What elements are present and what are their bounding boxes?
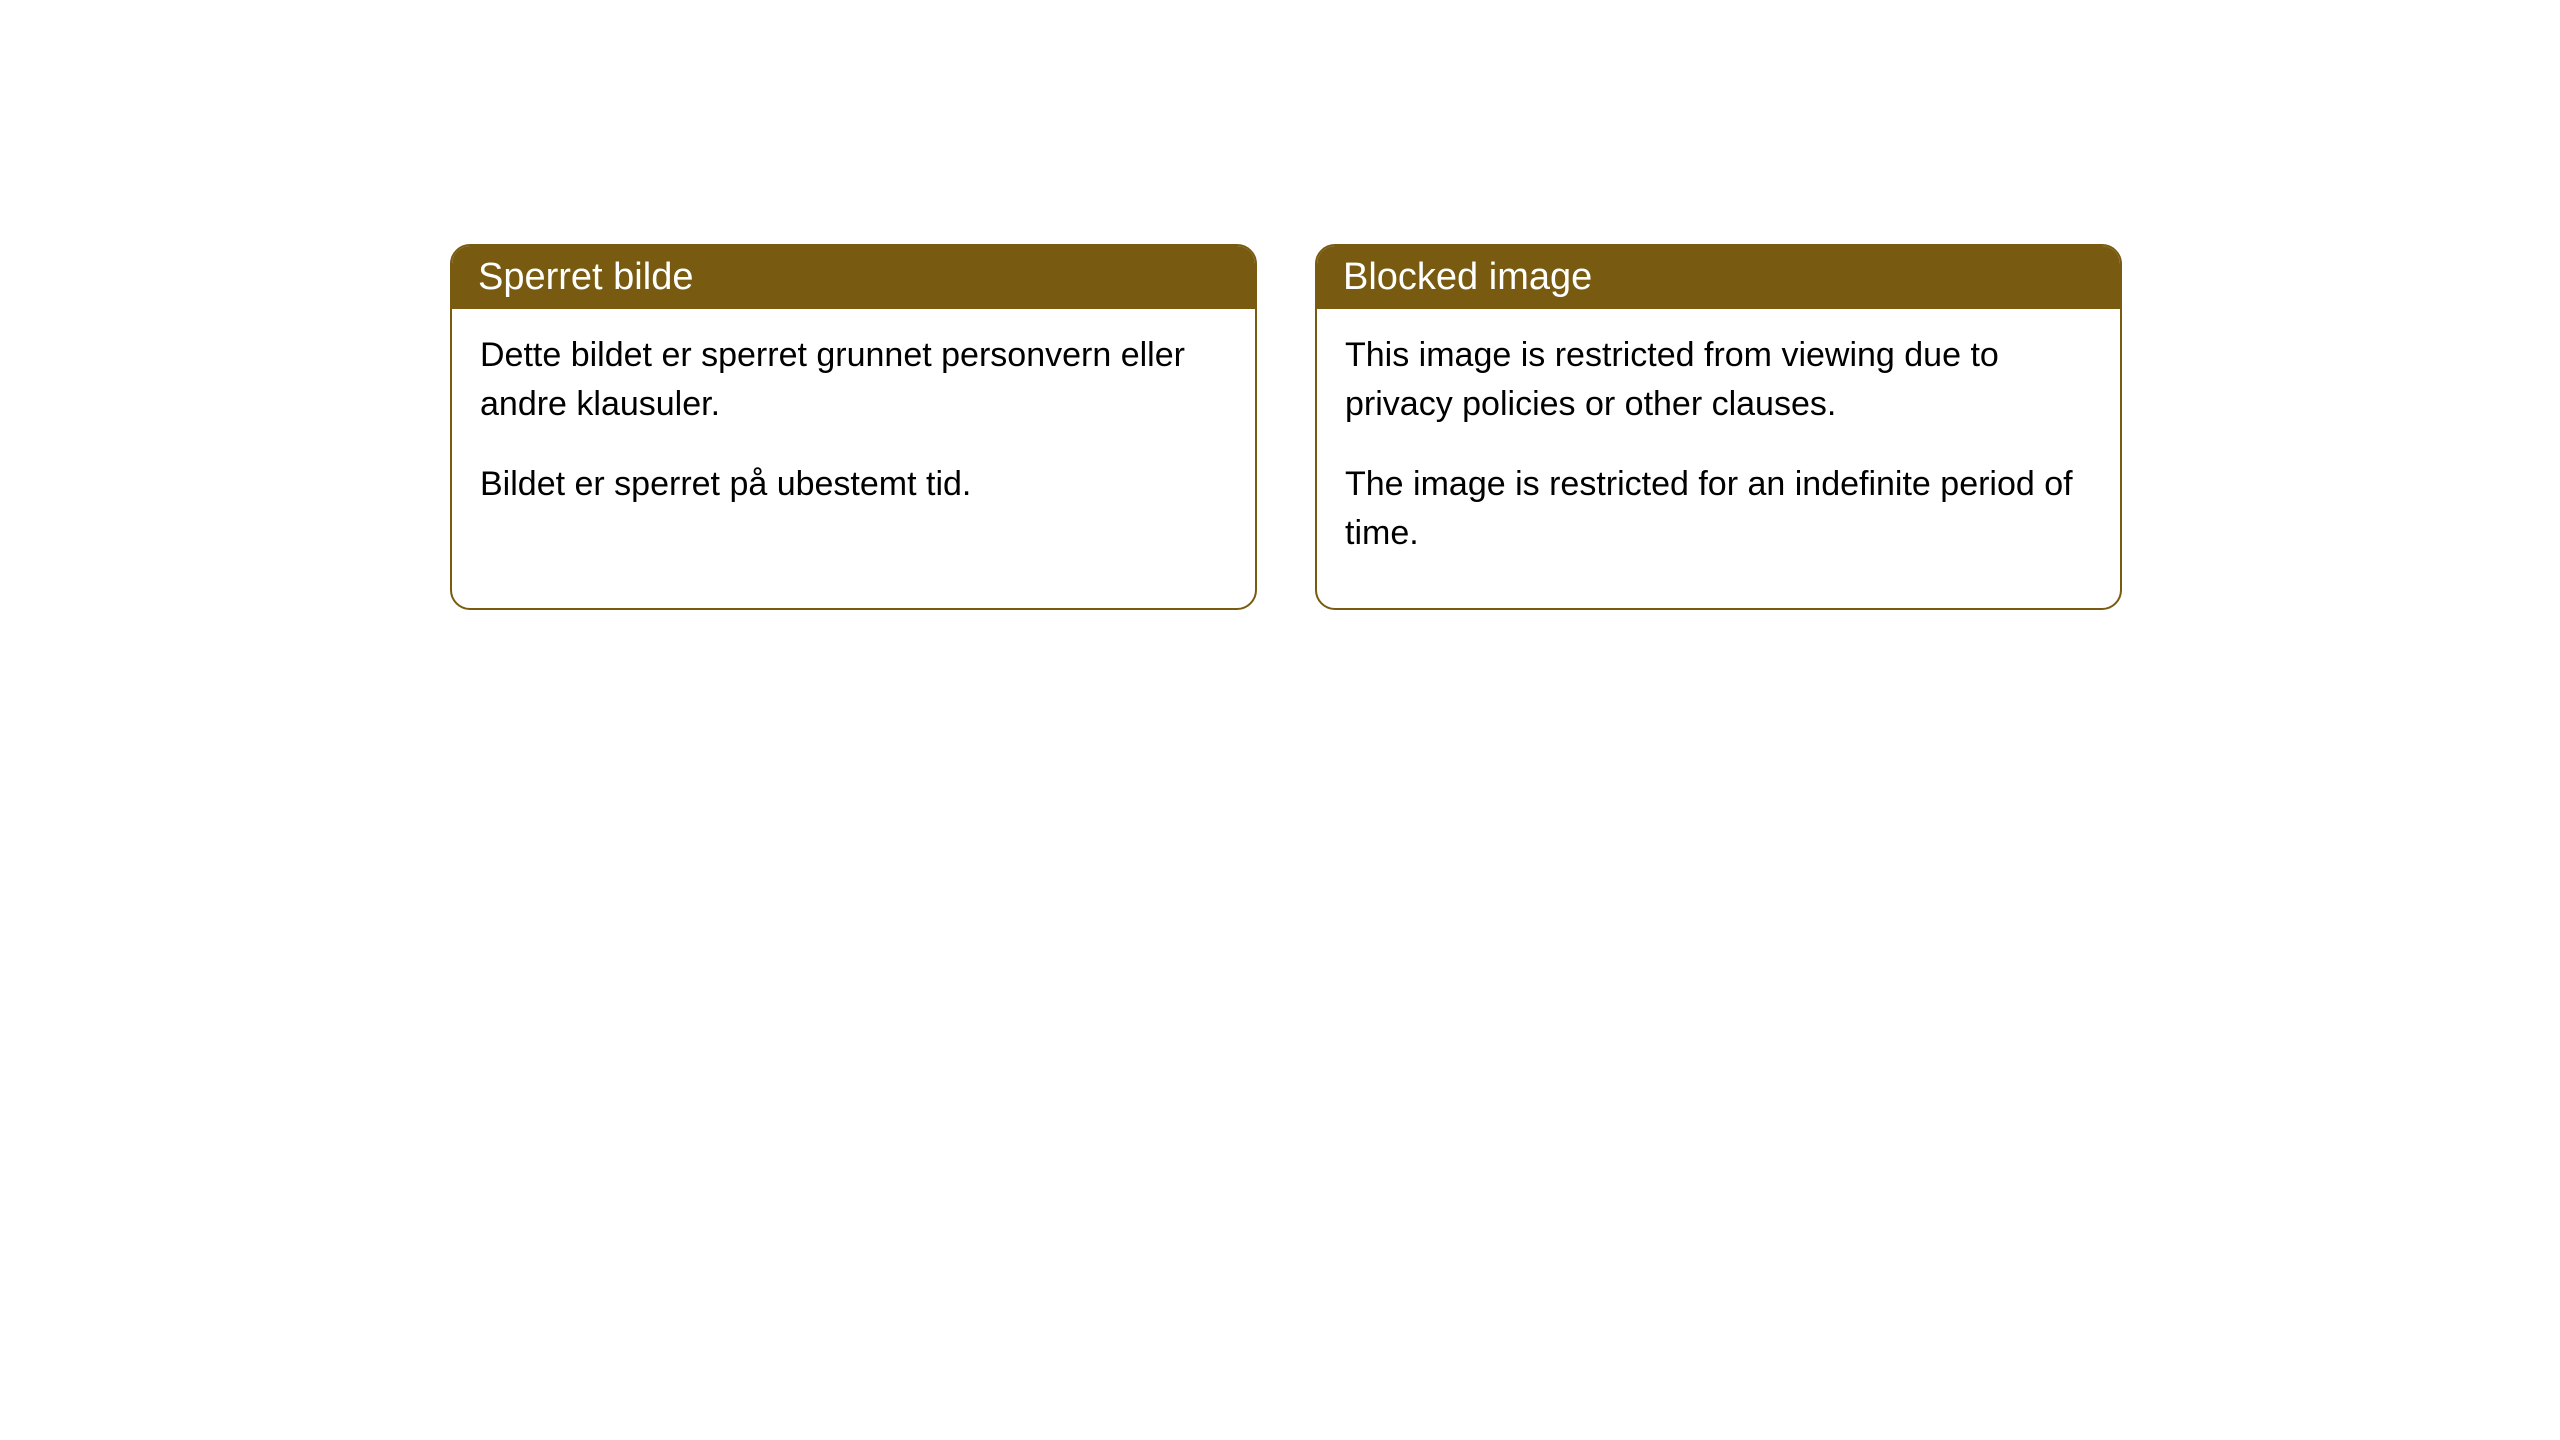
card-paragraph: Bildet er sperret på ubestemt tid.	[480, 460, 1227, 509]
card-paragraph: The image is restricted for an indefinit…	[1345, 460, 2092, 559]
notice-card-english: Blocked image This image is restricted f…	[1315, 244, 2122, 610]
notice-card-norwegian: Sperret bilde Dette bildet er sperret gr…	[450, 244, 1257, 610]
card-body: This image is restricted from viewing du…	[1317, 309, 2120, 608]
card-header: Sperret bilde	[452, 246, 1255, 309]
card-paragraph: Dette bildet er sperret grunnet personve…	[480, 331, 1227, 430]
card-title: Blocked image	[1343, 256, 1592, 298]
card-paragraph: This image is restricted from viewing du…	[1345, 331, 2092, 430]
card-body: Dette bildet er sperret grunnet personve…	[452, 309, 1255, 559]
card-header: Blocked image	[1317, 246, 2120, 309]
notice-container: Sperret bilde Dette bildet er sperret gr…	[450, 244, 2122, 610]
card-title: Sperret bilde	[478, 256, 693, 298]
